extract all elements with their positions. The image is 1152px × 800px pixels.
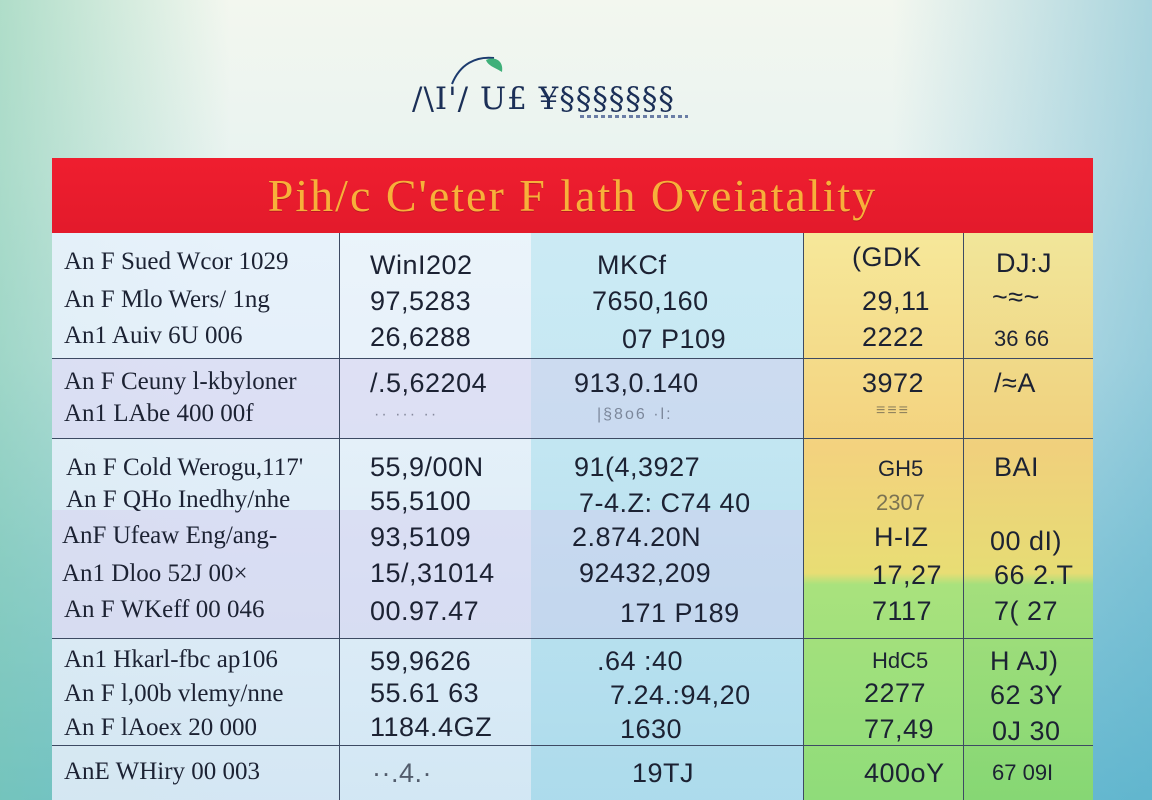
column-divider <box>339 233 340 800</box>
row-label: An1 Dloo 52J 00× <box>62 560 248 587</box>
row-value-1: 55,5100 <box>370 486 472 516</box>
row-value-2: 7650,160 <box>592 286 709 316</box>
row-value-1: ··.4.· <box>372 758 432 788</box>
row-value-2: 1630 <box>620 714 683 744</box>
data-table: Pih/c C'eter F lath Oveiatality An F Sue… <box>52 158 1093 800</box>
row-value-3: 3972 <box>862 368 925 398</box>
row-value-1: 55,9/00N <box>370 452 484 482</box>
logo-text: /\I'/ U£ ¥§§§§§§§ <box>412 81 675 117</box>
row-value-2: MKCf <box>597 250 667 280</box>
row-value-4: 00 dI) <box>990 526 1063 556</box>
row-value-3: 17,27 <box>872 560 943 590</box>
column-values-4 <box>963 233 1093 800</box>
row-value-2: .64 :40 <box>597 646 684 676</box>
row-value-4: DJ:J <box>996 248 1052 278</box>
row-value-4: 7( 27 <box>994 596 1059 626</box>
row-label: An F WKeff 00 046 <box>64 596 265 623</box>
row-value-1: 59,9626 <box>370 646 472 676</box>
row-value-2: |§8o6 ·l: <box>597 406 673 423</box>
row-value-4: BAI <box>994 452 1040 482</box>
row-value-4: 0J 30 <box>992 716 1061 746</box>
row-value-3: 77,49 <box>864 714 935 744</box>
row-divider <box>52 638 1093 639</box>
row-label: An F l,00b vlemy/nne <box>64 680 284 707</box>
row-label: AnF Ufeaw Eng/ang- <box>62 522 278 549</box>
row-value-1: 26,6288 <box>370 322 472 352</box>
row-value-3: 29,11 <box>862 286 931 316</box>
row-value-3: 2277 <box>864 678 927 708</box>
row-value-2: 7.24.:94,20 <box>610 680 751 710</box>
column-divider <box>803 233 804 800</box>
row-value-3: H-IZ <box>874 522 929 552</box>
row-value-3: 2307 <box>876 490 925 515</box>
row-value-2: 07 P109 <box>622 324 727 354</box>
row-value-1: 93,5109 <box>370 522 472 552</box>
row-value-1: 97,5283 <box>370 286 472 316</box>
table-title-bar: Pih/c C'eter F lath Oveiatality <box>52 158 1093 233</box>
table-title: Pih/c C'eter F lath Oveiatality <box>267 170 878 221</box>
row-label: AnE WHiry 00 003 <box>64 758 261 785</box>
row-label: An F QHo Inedhy/nhe <box>66 486 291 513</box>
row-divider <box>52 745 1093 746</box>
row-label: An F Cold Werogu,117' <box>66 454 304 481</box>
row-value-1: 15/,31014 <box>370 558 495 588</box>
row-label: An F Sued Wcor 1029 <box>64 248 289 275</box>
column-divider <box>963 233 964 800</box>
row-band <box>52 358 803 438</box>
row-value-1: WinI202 <box>370 250 473 280</box>
row-label: An1 Auiv 6U 006 <box>64 322 243 349</box>
row-value-4: 66 2.T <box>994 560 1074 590</box>
row-value-1: ·· ··· ·· <box>374 406 439 423</box>
row-band <box>52 510 803 638</box>
row-label: An1 LAbe 400 00f <box>64 400 254 427</box>
row-value-2: 19TJ <box>632 758 695 788</box>
row-value-4: /≈A <box>994 368 1036 398</box>
row-value-3: ≡≡≡ <box>876 402 911 419</box>
row-label: An F Ceuny l-kbyloner <box>64 368 297 395</box>
row-value-2: 91(4,3927 <box>574 452 701 482</box>
row-value-3: (GDK <box>852 242 922 272</box>
row-value-3: 2222 <box>862 322 925 352</box>
row-value-4: H AJ) <box>990 646 1059 676</box>
row-value-2: 913,0.140 <box>574 368 699 398</box>
row-divider <box>52 438 1093 439</box>
row-divider <box>52 358 1093 359</box>
row-value-1: 55.61 63 <box>370 678 480 708</box>
row-label: An1 Hkarl-fbc ap106 <box>64 646 278 673</box>
column-values-3 <box>803 233 963 800</box>
row-value-3: 400oY <box>864 758 945 788</box>
row-value-4: 67 09I <box>992 760 1054 785</box>
column-values-1 <box>339 233 531 800</box>
row-value-2: 171 P189 <box>620 598 740 628</box>
row-label: An F Mlo Wers/ 1ng <box>64 286 270 313</box>
row-value-3: 7117 <box>872 596 933 626</box>
row-value-2: 2.874.20N <box>572 522 702 552</box>
row-value-1: 1184.4GZ <box>370 712 493 742</box>
column-labels <box>52 233 339 800</box>
row-value-2: 7-4.Z: C74 40 <box>579 488 751 518</box>
row-value-4: 36 66 <box>994 326 1050 351</box>
row-value-4: 62 3Y <box>990 680 1064 710</box>
logo: /\I'/ U£ ¥§§§§§§§ <box>412 54 702 124</box>
column-values-2 <box>531 233 803 800</box>
row-value-4: ~≈~ <box>992 282 1040 312</box>
row-label: An F lAoex 20 000 <box>64 714 258 741</box>
row-value-2: 92432,209 <box>579 558 712 588</box>
leaf-icon <box>451 56 503 85</box>
row-value-3: GH5 <box>878 456 924 481</box>
row-value-1: 00.97.47 <box>370 596 480 626</box>
row-value-3: HdC5 <box>872 648 929 673</box>
row-value-1: /.5,62204 <box>370 368 488 398</box>
logo-underline <box>580 115 688 118</box>
